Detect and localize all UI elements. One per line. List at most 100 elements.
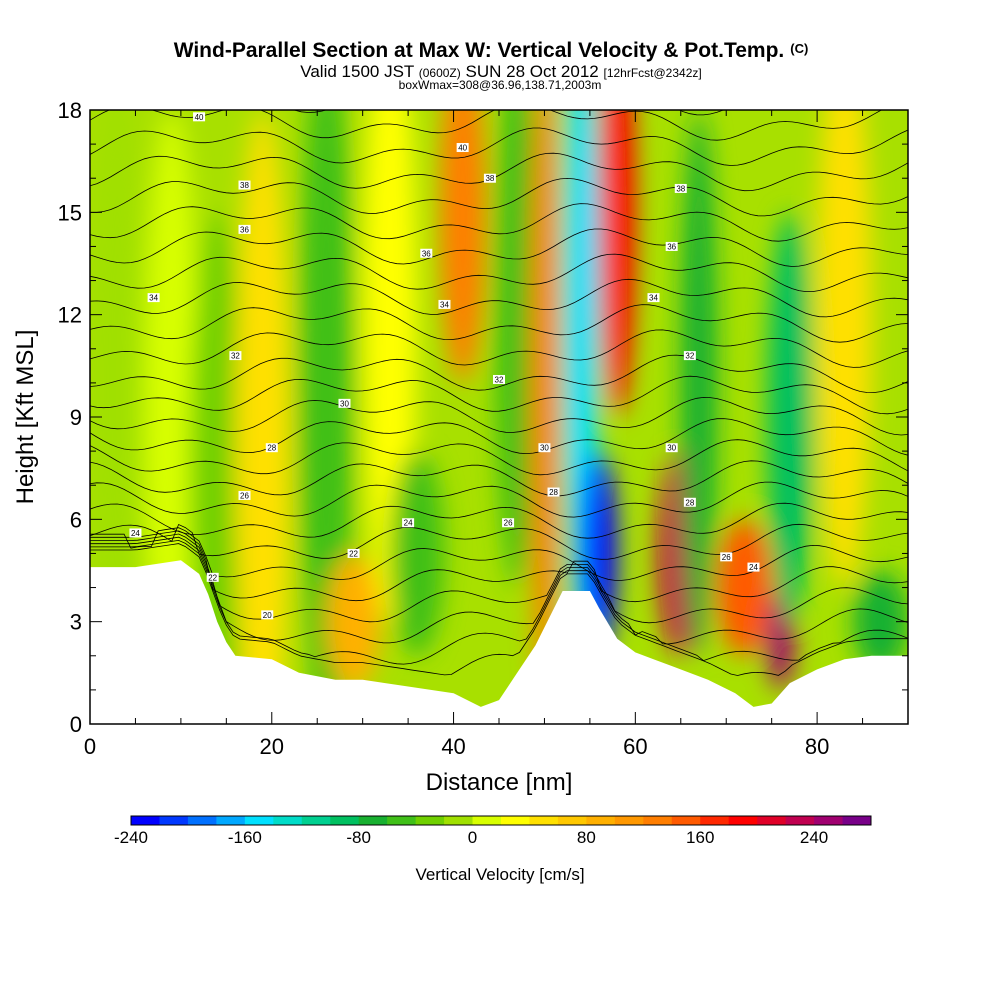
contour-label-text: 38 [240,181,249,190]
velocity-cell [767,212,813,622]
colorbar-title: Vertical Velocity [cm/s] [415,865,584,884]
contour-label-text: 36 [667,242,676,251]
colorbar-frame [130,815,872,826]
colorbar-swatch [415,816,445,825]
theta-contour-line [90,304,908,343]
colorbar-swatch [131,816,160,825]
contour-label: 26 [720,552,733,562]
colorbar-tick-label: -160 [228,828,262,847]
colorbar-swatch [387,816,417,825]
velocity-cell [598,110,636,417]
theta-contour-line [90,375,908,415]
colorbar-swatch [159,816,189,825]
colorbar-tick-label: -240 [114,828,148,847]
contour-label-text: 36 [240,225,249,234]
terrain-mask [90,560,908,724]
contour-label: 34 [438,299,451,309]
velocity-cell [389,451,445,656]
contour-label: 36 [665,241,678,251]
contour-label: 30 [338,398,351,408]
contour-label-text: 26 [722,553,731,562]
velocity-cell [90,110,145,690]
theta-contour-line [90,228,908,267]
colorbar: -240 -160 -80 0 80 160 240 [114,815,872,847]
y-tick-label: 18 [58,98,82,123]
contour-label: 20 [261,610,274,620]
x-tick-label: 40 [441,734,465,759]
theta-contour-line [90,127,908,166]
contour-label: 36 [238,224,251,234]
colorbar-swatch [814,816,843,825]
contour-label: 22 [206,572,219,582]
colorbar-swatch [557,816,587,825]
colorbar-swatch [842,816,872,825]
contour-label-text: 28 [549,488,558,497]
contour-label-text: 24 [749,563,758,572]
theta-contour-line [90,527,908,581]
y-tick-label: 6 [70,507,82,532]
theta-contour-line [90,253,908,292]
theta-contour-line [90,110,883,141]
contour-label: 34 [147,293,160,303]
contour-label: 24 [747,562,760,572]
theta-contour-line [90,177,908,217]
colorbar-swatch [244,816,274,825]
theta-contour-line [90,396,908,436]
plot-area [90,110,908,724]
contour-label: 30 [538,443,551,453]
colorbar-swatch [728,816,758,825]
velocity-cell [439,110,486,383]
theta-contour-line [90,418,908,456]
theta-contour-labels: 40 40 38 38 38 36 36 36 34 34 34 32 32 32 30 30 30 28 28 28… [129,112,760,620]
theta-contour-line [90,502,908,539]
contour-label: 36 [420,248,433,258]
velocity-cell [717,519,772,656]
contour-label-text: 22 [349,549,358,558]
contour-label-text: 24 [131,529,140,538]
contour-label-text: 30 [340,399,349,408]
theta-contour-line [90,278,908,318]
theta-contour-line [90,203,908,242]
colorbar-tick-label: -80 [346,828,371,847]
x-tick-label: 80 [805,734,829,759]
contour-label: 28 [265,443,278,453]
x-tick-label: 20 [260,734,284,759]
theta-contour-line [90,543,908,676]
contour-label-text: 34 [440,300,449,309]
contour-label-text: 32 [231,352,240,361]
contour-label-text: 20 [263,611,272,620]
contour-label-text: 26 [504,519,513,528]
colorbar-swatch [671,816,701,825]
contour-label: 24 [402,518,415,528]
contour-label: 22 [347,548,360,558]
contour-label-text: 40 [458,144,467,153]
colorbar-tick-label: 0 [468,828,477,847]
contour-label-text: 30 [667,444,676,453]
colorbar-swatch [700,816,730,825]
x-tick-label: 0 [84,734,96,759]
chart-box-info: boxWmax=308@36.96,138.71,2003m [399,78,602,92]
y-tick-label: 3 [70,610,82,635]
colorbar-swatch [643,816,673,825]
contour-label: 38 [483,173,496,183]
theta-contour-line [90,523,908,560]
colorbar-tick-label: 80 [577,828,596,847]
y-tick-label: 0 [70,712,82,737]
theta-contour-line [90,354,908,394]
contour-label: 32 [683,351,696,361]
contour-label-text: 24 [404,519,413,528]
theta-contour-line [90,329,908,368]
colorbar-swatch [330,816,360,825]
colorbar-swatch [216,816,246,825]
chart-title: Wind-Parallel Section at Max W: Vertical… [174,39,809,62]
contour-label-text: 28 [685,498,694,507]
contour-label-text: 32 [495,375,504,384]
y-tick-label: 12 [58,303,82,328]
theta-contour-line [90,530,908,603]
contour-label-text: 34 [149,294,158,303]
contour-label: 32 [229,351,242,361]
theta-contour-line [90,460,908,497]
contour-label-text: 38 [485,174,494,183]
chart-subtitle: Valid 1500 JST (0600Z) SUN 28 Oct 2012 [… [300,62,701,81]
